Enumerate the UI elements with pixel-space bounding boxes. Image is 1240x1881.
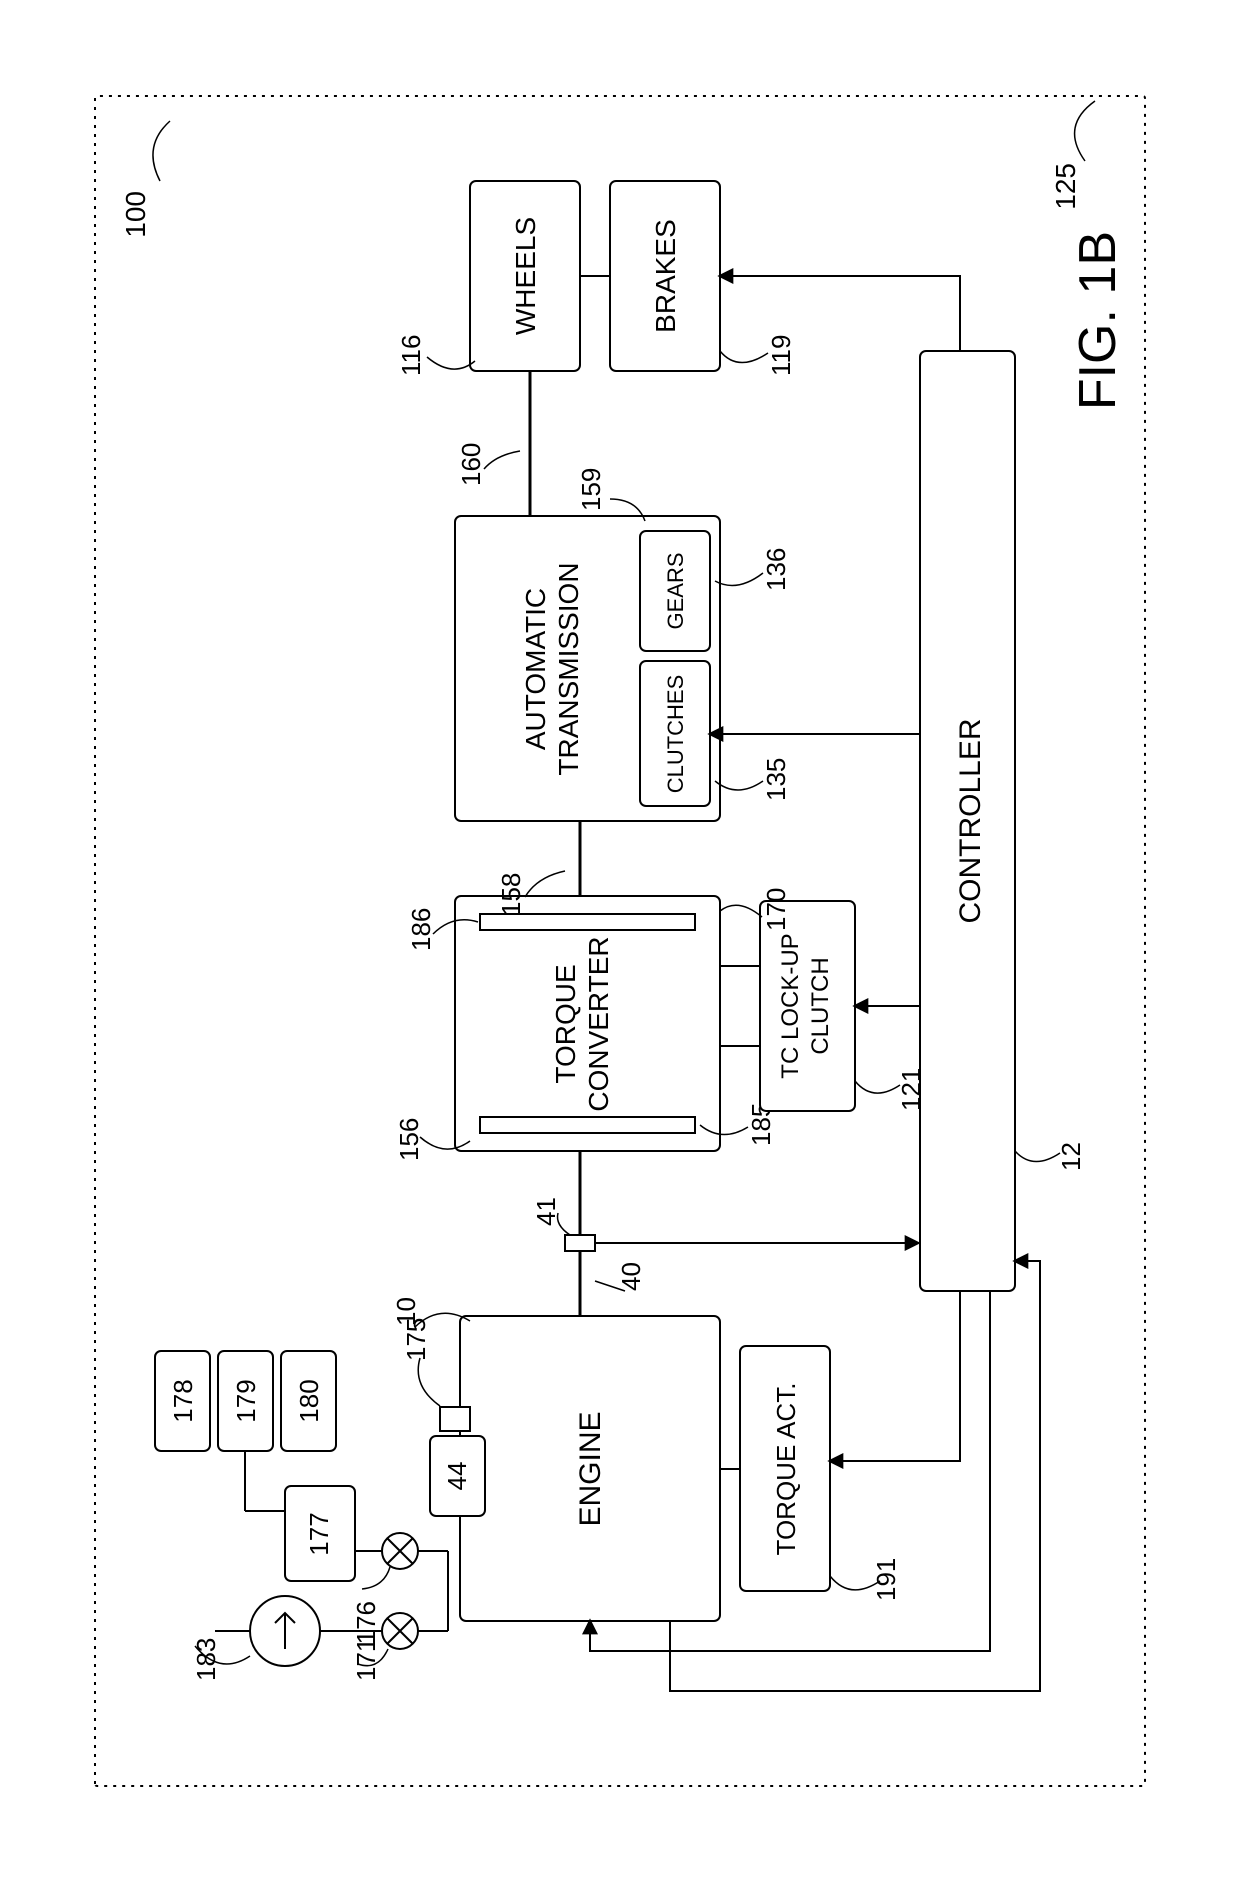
ref-183: 183 bbox=[191, 1638, 221, 1681]
ref-100: 100 bbox=[120, 191, 151, 238]
engine-to-ctrl bbox=[670, 1261, 1040, 1691]
tcc-label1: TC LOCK-UP bbox=[777, 933, 804, 1078]
stub-175 bbox=[440, 1407, 470, 1431]
at-label2: TRANSMISSION bbox=[553, 562, 584, 775]
lead-125 bbox=[1075, 101, 1095, 161]
ctrl-to-torqueact bbox=[830, 1291, 960, 1461]
label-178: 178 bbox=[168, 1379, 198, 1422]
ref-186: 186 bbox=[406, 908, 436, 951]
ref-156: 156 bbox=[394, 1118, 424, 1161]
bar-185 bbox=[480, 1117, 695, 1133]
label-44: 44 bbox=[442, 1462, 472, 1491]
ref-119: 119 bbox=[766, 335, 796, 376]
ref-136: 136 bbox=[761, 548, 791, 591]
clutches-label: CLUTCHES bbox=[663, 675, 688, 794]
label-179: 179 bbox=[231, 1379, 261, 1422]
tcc-label2: CLUTCH bbox=[807, 957, 834, 1054]
lead-100 bbox=[153, 121, 170, 181]
ref-170: 170 bbox=[761, 888, 791, 931]
ref-160: 160 bbox=[456, 443, 486, 486]
ref-135: 135 bbox=[761, 758, 791, 801]
ref-12: 12 bbox=[1056, 1142, 1086, 1171]
label-177: 177 bbox=[304, 1512, 334, 1555]
ref-41: 41 bbox=[531, 1197, 561, 1226]
controller-label: CONTROLLER bbox=[954, 718, 987, 923]
ref-191: 191 bbox=[871, 1558, 901, 1601]
ref-40: 40 bbox=[616, 1262, 646, 1291]
at-label1: AUTOMATIC bbox=[520, 588, 551, 750]
figure-title: FIG. 1B bbox=[1069, 231, 1127, 410]
brakes-label: BRAKES bbox=[650, 219, 681, 333]
ref-158: 158 bbox=[496, 873, 526, 916]
gears-label: GEARS bbox=[663, 552, 688, 629]
sensor-41 bbox=[565, 1235, 595, 1251]
tc-label1: TORQUE bbox=[550, 964, 581, 1083]
torque-act-label: TORQUE ACT. bbox=[771, 1383, 801, 1556]
wheels-label: WHEELS bbox=[510, 217, 541, 335]
tc-label2: CONVERTER bbox=[583, 936, 614, 1111]
ref-125: 125 bbox=[1050, 163, 1081, 210]
ref-10: 10 bbox=[391, 1297, 421, 1326]
ctrl-to-brakes bbox=[720, 276, 960, 351]
ref-116: 116 bbox=[396, 335, 426, 376]
ref-176: 176 bbox=[351, 1601, 381, 1644]
engine-label: ENGINE bbox=[574, 1411, 607, 1526]
ref-159: 159 bbox=[576, 468, 606, 511]
diagram-root: 100 125 183 171 176 177 178 179 180 ENGI… bbox=[95, 96, 1145, 1786]
label-180: 180 bbox=[294, 1379, 324, 1422]
